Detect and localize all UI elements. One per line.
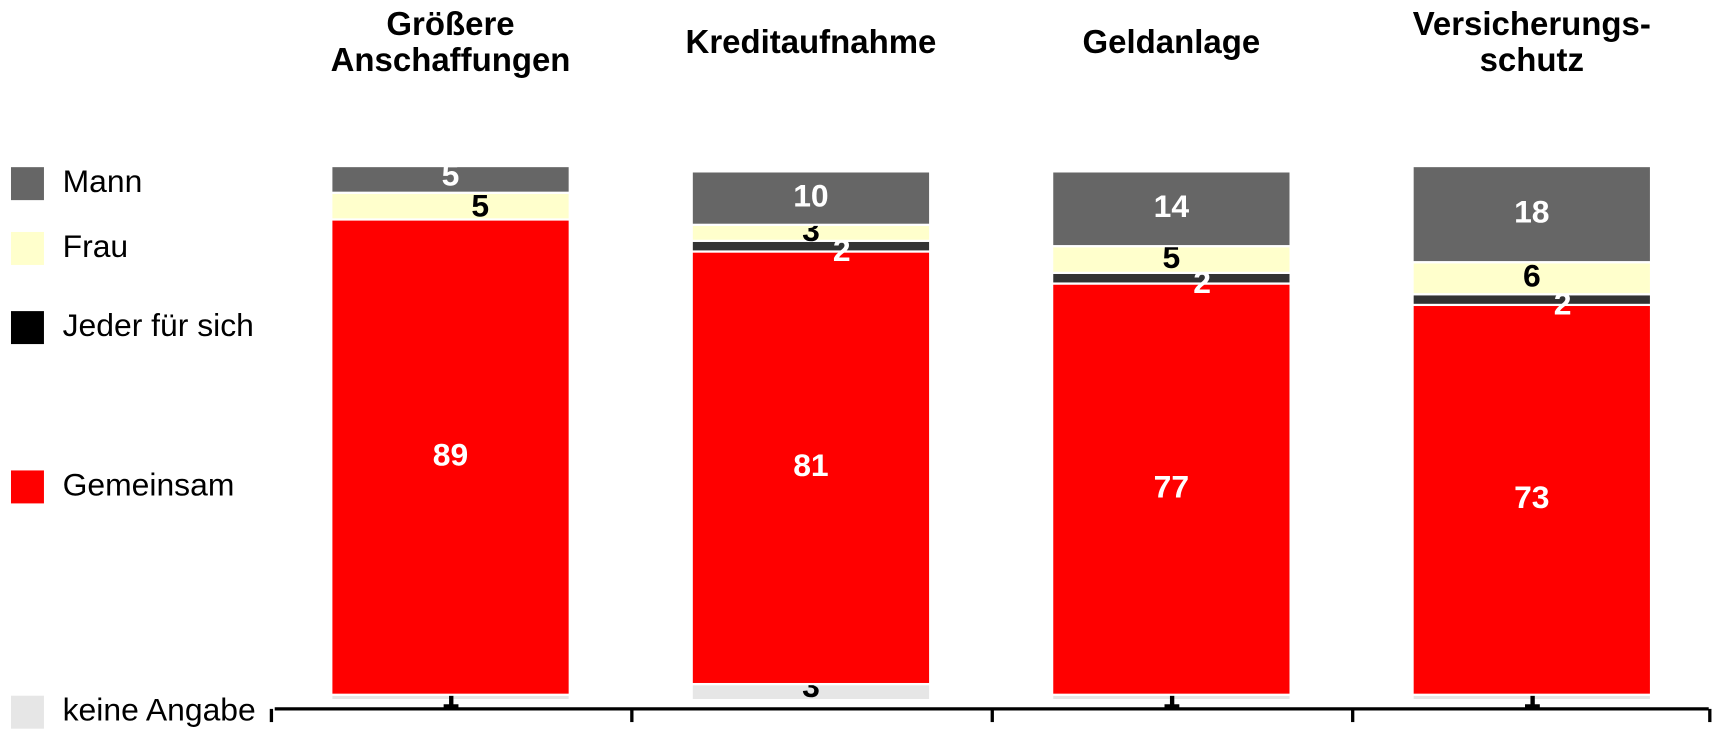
bar-segment xyxy=(690,250,932,686)
data-label: 5 xyxy=(442,157,460,193)
category-title: Größere Anschaffungen xyxy=(331,5,571,78)
legend-label: Frau xyxy=(63,228,129,264)
bar-segment xyxy=(1411,164,1653,264)
legend-label: Gemeinsam xyxy=(63,466,235,502)
bar-segment xyxy=(1411,261,1653,296)
data-label: 73 xyxy=(1514,479,1549,515)
bar-segment xyxy=(330,218,571,696)
bar-segment xyxy=(690,170,932,226)
data-label: 14 xyxy=(1154,188,1190,224)
data-label: 5 xyxy=(1163,239,1181,275)
data-label: 89 xyxy=(433,437,468,473)
legend-swatch xyxy=(10,231,44,265)
category-title: Versicherungs-schutz xyxy=(1413,5,1651,78)
legend-swatch xyxy=(10,470,44,504)
bar-segment xyxy=(330,164,571,194)
legend-swatch xyxy=(10,311,44,345)
legend-swatch xyxy=(10,695,44,729)
data-label: 10 xyxy=(793,178,828,214)
data-label: 5 xyxy=(471,188,489,224)
bar-segment xyxy=(330,191,571,221)
legend-label: Mann xyxy=(63,163,143,199)
data-label: 77 xyxy=(1154,469,1189,505)
bar-segment xyxy=(1051,282,1292,696)
category-title: Geldanlage xyxy=(1083,23,1261,60)
legend-swatch xyxy=(10,167,44,201)
bar-segment xyxy=(1411,293,1653,307)
bar-segment xyxy=(1051,170,1292,248)
data-label: 81 xyxy=(793,447,828,483)
data-label: 18 xyxy=(1514,194,1549,230)
legend-label: keine Angabe xyxy=(63,692,256,728)
category-title: Kreditaufnahme xyxy=(686,23,937,60)
legend-label: Jeder für sich xyxy=(63,307,254,343)
bar-segment xyxy=(1051,245,1292,274)
bar-segment xyxy=(1411,303,1653,696)
data-label: 6 xyxy=(1523,258,1541,294)
